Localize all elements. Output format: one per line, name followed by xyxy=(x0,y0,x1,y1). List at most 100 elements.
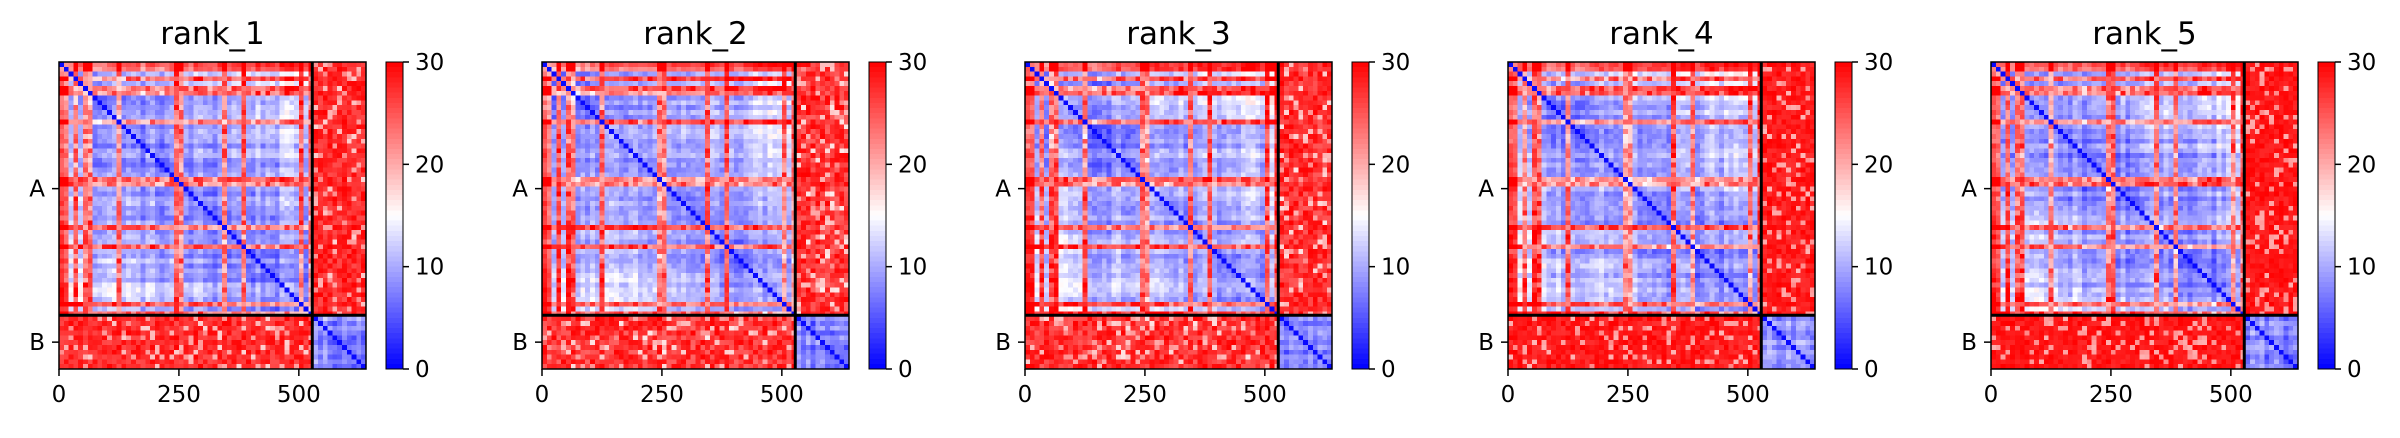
colorbar-step xyxy=(386,179,403,186)
heatmap-cell xyxy=(59,143,65,149)
heatmap-cell xyxy=(546,90,552,96)
heatmap-cell xyxy=(87,186,93,192)
heatmap-cell xyxy=(135,316,141,322)
heatmap-cell xyxy=(767,105,773,111)
heatmap-cell xyxy=(671,85,677,92)
heatmap-cell xyxy=(154,225,161,231)
heatmap-cell xyxy=(284,364,290,370)
heatmap-cell xyxy=(284,354,290,360)
heatmap-cell xyxy=(342,349,348,356)
heatmap-cell xyxy=(231,172,237,178)
heatmap-cell xyxy=(561,105,567,111)
heatmap-cell xyxy=(274,172,281,178)
heatmap-cell xyxy=(217,354,223,360)
heatmap-cell xyxy=(116,157,122,164)
heatmap-cell xyxy=(322,330,329,336)
heatmap-cell xyxy=(241,277,247,284)
heatmap-cell xyxy=(289,191,295,197)
heatmap-cell xyxy=(222,330,228,336)
heatmap-cell xyxy=(217,167,223,173)
heatmap-cell xyxy=(226,273,233,279)
heatmap-cell xyxy=(709,109,716,116)
heatmap-cell xyxy=(207,220,213,226)
heatmap-cell xyxy=(63,81,69,87)
heatmap-cell xyxy=(748,81,754,87)
heatmap-cell xyxy=(59,330,65,336)
heatmap-cell xyxy=(346,263,353,269)
heatmap-cell xyxy=(260,249,266,255)
heatmap-cell xyxy=(284,215,290,221)
heatmap-cell xyxy=(92,148,98,154)
heatmap-cell xyxy=(342,225,348,231)
heatmap-cell xyxy=(59,105,65,111)
x-tick-label: 500 xyxy=(277,382,321,408)
heatmap-cell xyxy=(255,90,261,96)
heatmap-cell xyxy=(121,66,127,72)
heatmap-cell xyxy=(130,129,137,135)
heatmap-cell xyxy=(59,268,65,274)
heatmap-cell xyxy=(78,62,84,68)
heatmap-cell xyxy=(351,90,357,96)
heatmap-cell xyxy=(73,62,79,68)
heatmap-cell xyxy=(303,210,309,216)
heatmap-cell xyxy=(130,90,137,96)
heatmap-cell xyxy=(92,282,98,288)
heatmap-cell xyxy=(222,90,228,96)
heatmap-cell xyxy=(97,335,103,341)
heatmap-cell xyxy=(59,234,65,240)
heatmap-cell xyxy=(274,301,281,308)
heatmap-cell xyxy=(87,234,93,240)
heatmap-cell xyxy=(260,172,266,178)
heatmap-cell xyxy=(801,114,807,120)
heatmap-cell xyxy=(150,148,156,154)
heatmap-cell xyxy=(145,85,151,92)
heatmap-cell xyxy=(241,215,247,221)
heatmap-cell xyxy=(815,109,821,116)
heatmap-cell xyxy=(729,71,735,77)
heatmap-cell xyxy=(714,105,720,111)
heatmap-cell xyxy=(174,177,180,183)
heatmap-cell xyxy=(183,124,189,130)
heatmap-cell xyxy=(298,129,305,135)
heatmap-cell xyxy=(542,105,548,111)
heatmap-cell xyxy=(135,62,141,68)
heatmap-cell xyxy=(236,157,242,164)
heatmap-cell xyxy=(642,85,648,92)
heatmap-cell xyxy=(135,138,141,144)
heatmap-cell xyxy=(102,258,108,264)
heatmap-cell xyxy=(178,153,185,159)
heatmap-cell xyxy=(231,196,237,202)
heatmap-cell xyxy=(599,90,605,96)
heatmap-cell xyxy=(318,321,324,327)
heatmap-cell xyxy=(318,316,324,322)
heatmap-cell xyxy=(313,297,319,303)
heatmap-cell xyxy=(174,306,180,312)
heatmap-cell xyxy=(298,71,305,77)
heatmap-cell xyxy=(78,330,84,336)
heatmap-cell xyxy=(63,196,69,202)
heatmap-cell xyxy=(121,114,127,120)
heatmap-cell xyxy=(666,62,672,68)
heatmap-cell xyxy=(337,287,343,293)
heatmap-cell xyxy=(738,81,744,87)
heatmap-cell xyxy=(159,325,165,332)
heatmap-cell xyxy=(183,157,189,164)
heatmap-cell xyxy=(294,215,300,221)
heatmap-cell xyxy=(135,162,141,168)
heatmap-cell xyxy=(140,287,146,293)
heatmap-cell xyxy=(226,364,233,370)
heatmap-cell xyxy=(542,100,548,106)
heatmap-cell xyxy=(178,90,185,96)
heatmap-cell xyxy=(59,273,65,279)
heatmap-cell xyxy=(265,354,271,360)
heatmap-cell xyxy=(169,205,175,212)
heatmap-cell xyxy=(226,143,233,149)
heatmap-cell xyxy=(346,148,353,154)
heatmap-cell xyxy=(217,273,223,279)
heatmap-cell xyxy=(116,297,122,303)
heatmap-cell xyxy=(685,71,692,77)
heatmap-cell xyxy=(92,253,98,260)
heatmap-cell xyxy=(666,109,672,116)
heatmap-cell xyxy=(260,157,266,164)
heatmap-cell xyxy=(274,229,281,236)
